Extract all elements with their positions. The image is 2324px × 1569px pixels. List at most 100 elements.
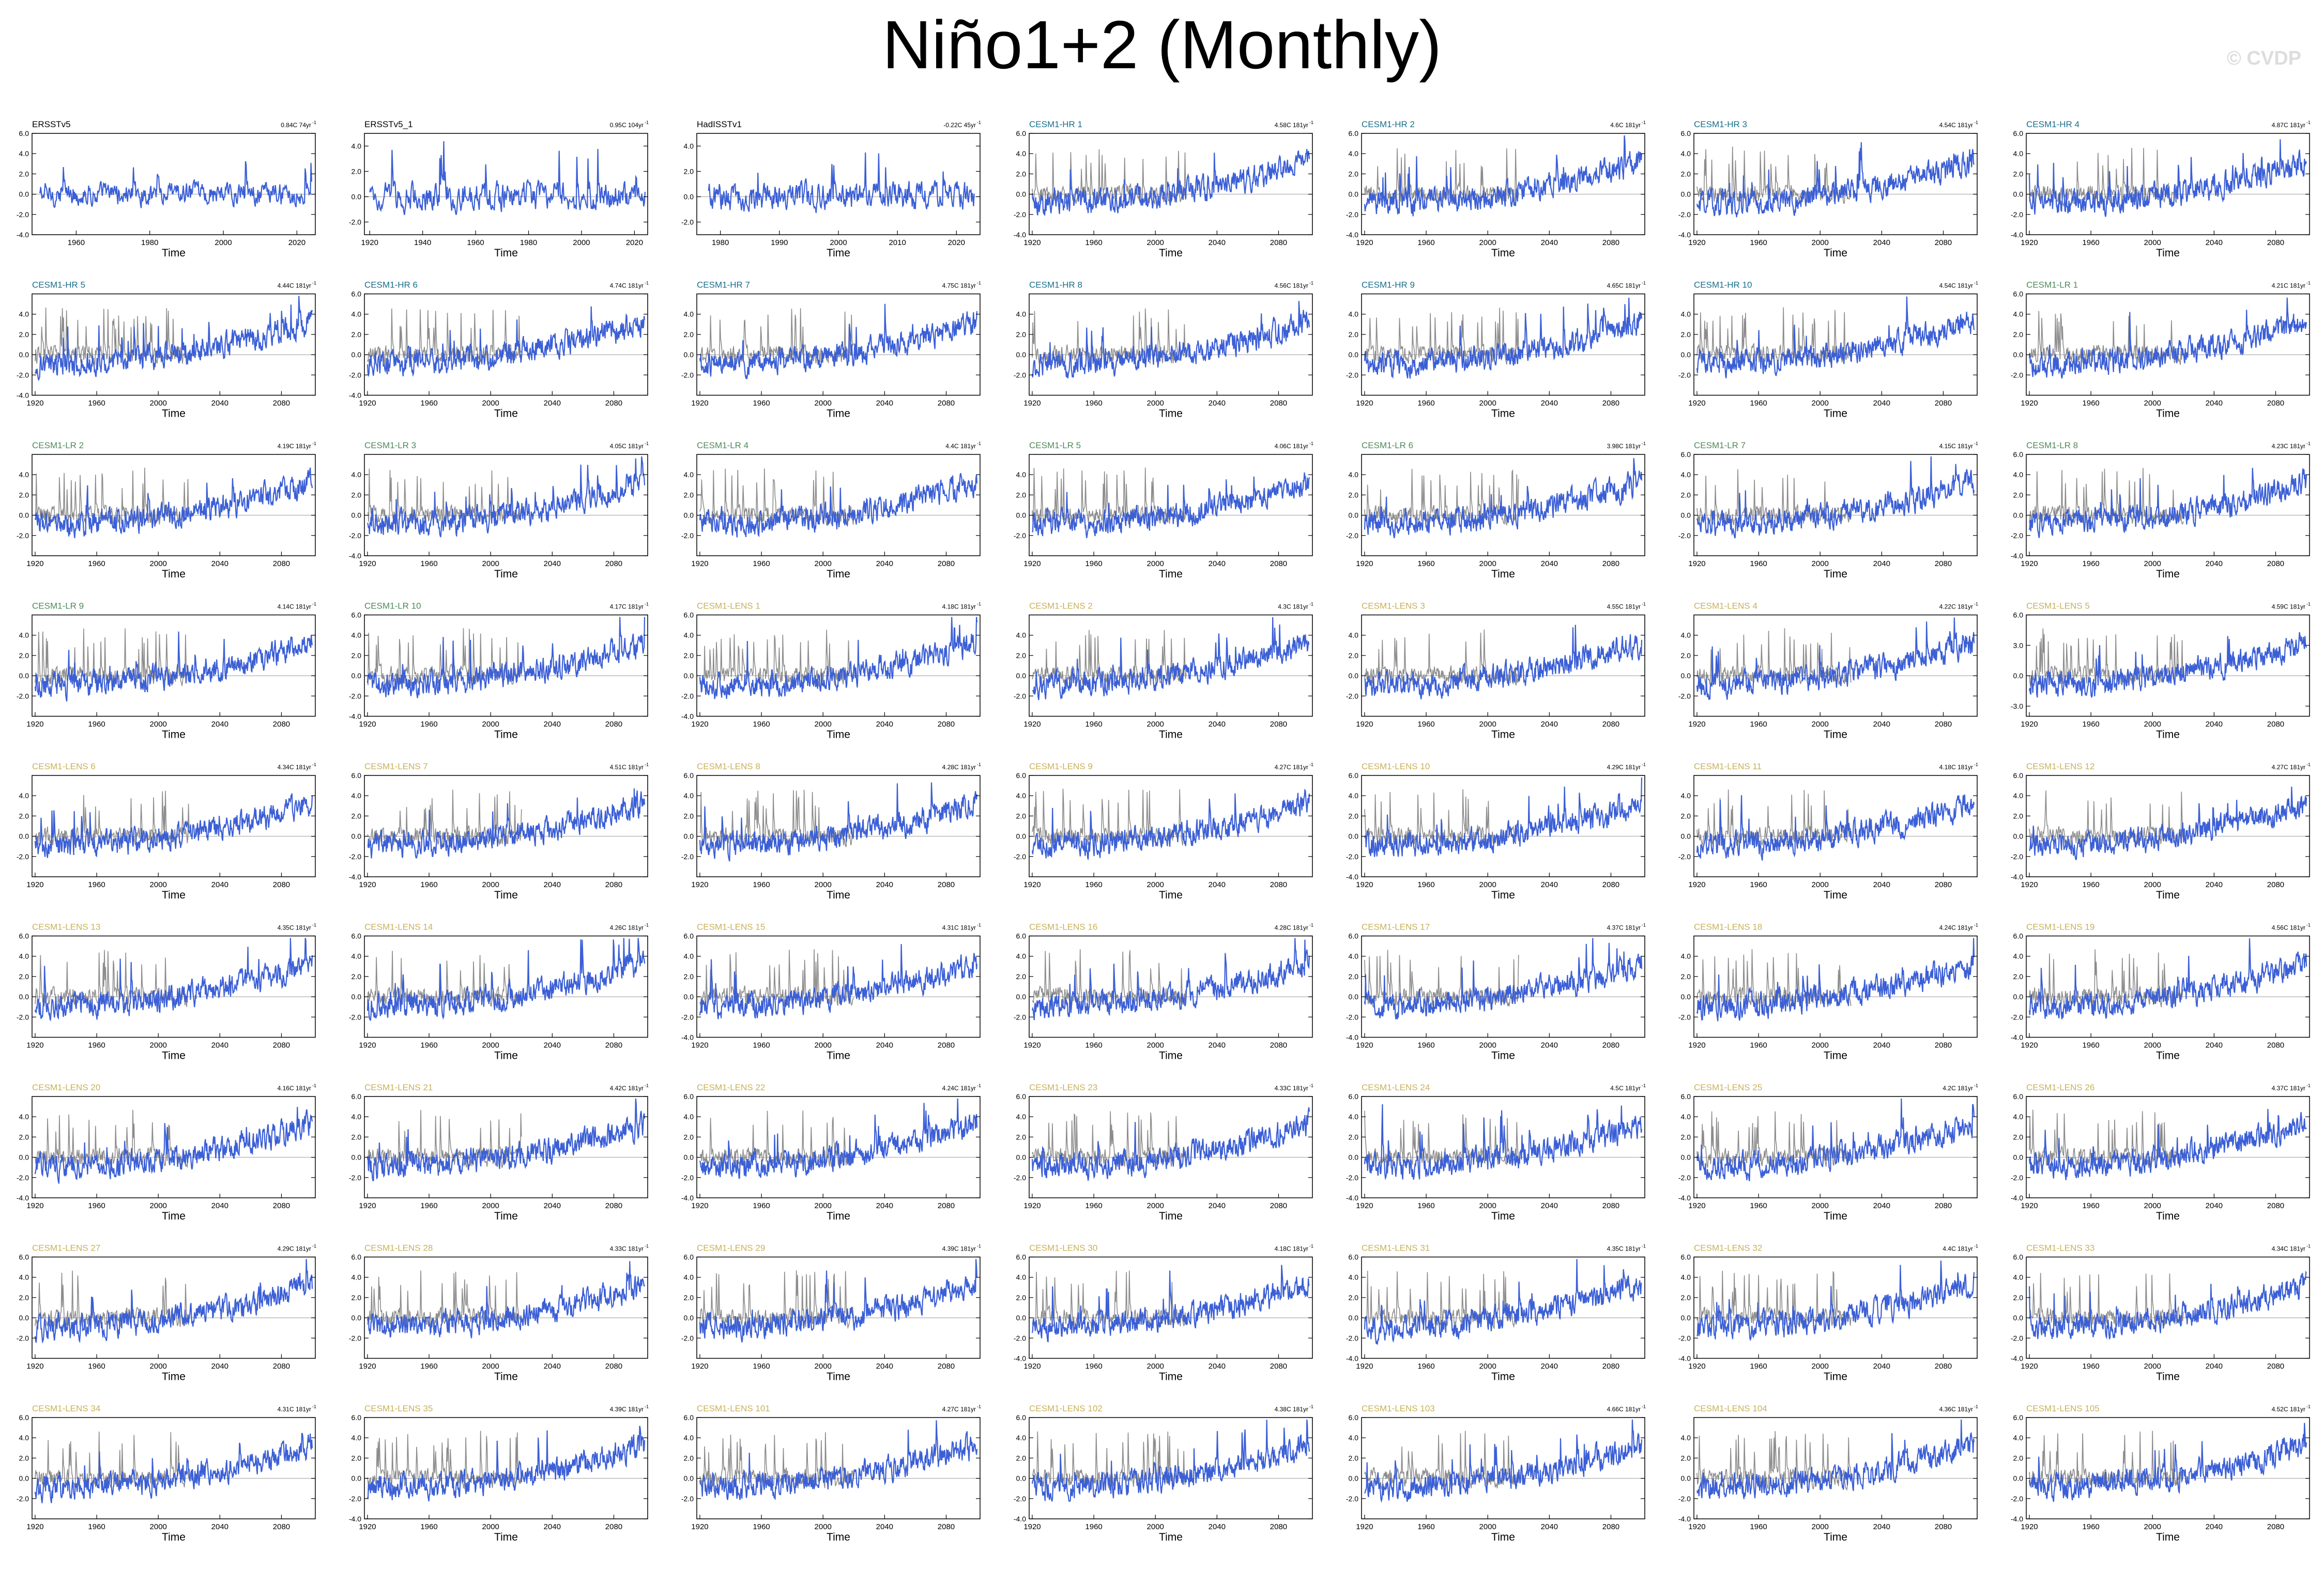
x-tick-label: 1960 [1750, 399, 1767, 408]
x-tick-label: 2000 [1147, 1362, 1164, 1371]
plot-frame [364, 1417, 648, 1519]
y-tick-label: 0.0 [351, 351, 362, 359]
x-tick-label: 2080 [605, 1201, 622, 1210]
x-axis-label: Time [1824, 889, 1847, 901]
plot-frame [1361, 935, 1645, 1038]
x-axis-label: Time [1491, 247, 1515, 259]
x-tick-label: 2080 [605, 1041, 622, 1050]
panel-label: CESM1-HR 4 [2026, 119, 2080, 129]
x-tick-label: 2000 [482, 1201, 499, 1210]
y-tick-label: 4.0 [19, 1273, 29, 1282]
panel-label: CESM1-LR 5 [1029, 440, 1081, 450]
trend-superscript: -1 [312, 281, 316, 286]
trend-superscript: -1 [1642, 281, 1646, 286]
panel: CESM1-LENS 13 4.35C 181yr -1 6.0 4.0 2.0 0.0 -2… [17, 922, 316, 1062]
panel: CESM1-LENS 24 4.5C 181yr -1 6.0 4.0 2.0 0.0 -2.… [1346, 1083, 1646, 1222]
y-tick-label: -2.0 [17, 1495, 29, 1503]
x-tick-label: 2080 [1602, 880, 1619, 889]
y-tick-label: 6.0 [684, 771, 694, 780]
y-tick-label: 0.0 [351, 832, 362, 841]
trend-superscript: -1 [1974, 1404, 1978, 1409]
y-tick-label: 2.0 [1016, 491, 1027, 499]
y-tick-label: -2.0 [349, 218, 361, 226]
x-tick-label: 2000 [815, 880, 832, 889]
trend-label: 4.31C 181yr [942, 924, 976, 932]
observed-series-line [35, 790, 190, 847]
trend-superscript: -1 [1974, 923, 1978, 928]
x-tick-label: 2040 [1541, 1362, 1558, 1371]
y-tick-label: -4.0 [1346, 1354, 1358, 1363]
x-tick-label: 1920 [2021, 720, 2038, 729]
observed-series-line [1696, 469, 1852, 525]
x-tick-label: 2040 [544, 559, 561, 568]
series-line [1696, 456, 1975, 539]
panel-label: CESM1-LENS 3 [1362, 601, 1425, 611]
y-tick-label: -2.0 [1678, 1013, 1691, 1021]
trend-label: 4.18C 181yr [1939, 764, 1973, 771]
y-tick-label: 6.0 [2013, 771, 2024, 780]
y-tick-label: 4.0 [1681, 1273, 1691, 1282]
series-line [1364, 1419, 1643, 1503]
x-tick-label: 1960 [2082, 399, 2099, 408]
trend-superscript: -1 [1974, 762, 1978, 767]
x-tick-label: 2000 [1812, 399, 1829, 408]
panel-label: CESM1-LENS 13 [32, 922, 100, 932]
y-tick-label: 4.0 [1681, 952, 1691, 961]
trend-label: 0.84C 74yr [281, 121, 311, 129]
x-axis-label: Time [494, 568, 518, 580]
x-tick-label: 1960 [1085, 1041, 1102, 1050]
x-tick-label: 1920 [1356, 1522, 1373, 1531]
panel-label: CESM1-LENS 24 [1362, 1083, 1430, 1092]
y-tick-label: 4.0 [19, 1434, 29, 1442]
y-tick-label: -2.0 [349, 531, 361, 540]
panel: CESM1-LENS 12 4.27C 181yr -1 6.0 4.0 2.0 0.0 -2… [2011, 761, 2311, 901]
x-tick-label: 1960 [1417, 559, 1434, 568]
y-tick-label: -2.0 [681, 692, 694, 700]
plot-frame [364, 1096, 648, 1198]
x-tick-label: 2080 [938, 1201, 955, 1210]
y-tick-label: 0.0 [351, 1314, 362, 1322]
panel: CESM1-LR 4 4.4C 181yr -1 4.0 2.0 0.0 -2.0 1920 1… [681, 440, 981, 580]
x-tick-label: 2080 [273, 720, 290, 729]
x-tick-label: 1960 [420, 1201, 437, 1210]
observed-series-line [1032, 949, 1187, 1007]
series-line [1364, 777, 1643, 857]
trend-superscript: -1 [312, 1404, 316, 1409]
panel: CESM1-LENS 103 4.66C 181yr -1 6.0 4.0 2.0 0.0 -… [1346, 1404, 1646, 1543]
y-tick-label: 0.0 [2013, 1153, 2024, 1162]
trend-superscript: -1 [1642, 1404, 1646, 1409]
x-tick-label: 2000 [1147, 1041, 1164, 1050]
series-line [2029, 786, 2307, 860]
observed-series-line [1696, 1271, 1852, 1330]
x-axis-label: Time [827, 1371, 850, 1383]
x-tick-label: 1920 [2021, 399, 2038, 408]
x-tick-label: 2000 [1147, 399, 1164, 408]
x-tick-label: 2080 [2267, 1522, 2284, 1531]
trend-superscript: -1 [1974, 120, 1978, 125]
y-tick-label: 0.0 [19, 511, 29, 520]
y-tick-label: 4.0 [351, 470, 362, 479]
x-tick-label: 1920 [1356, 1362, 1373, 1371]
plot-frame [1029, 935, 1313, 1038]
y-tick-label: 0.0 [19, 832, 29, 841]
plot-frame [32, 133, 316, 235]
x-tick-label: 2000 [150, 1201, 167, 1210]
y-tick-label: 2.0 [2013, 491, 2024, 499]
plot-frame [364, 454, 648, 556]
x-tick-label: 2040 [876, 880, 893, 889]
trend-label: 4.42C 181yr [610, 1085, 644, 1092]
y-tick-label: 4.0 [1016, 470, 1027, 479]
trend-label: 4.58C 181yr [1275, 121, 1308, 129]
y-tick-label: -2.0 [1014, 1013, 1026, 1021]
series-line [2028, 297, 2307, 379]
plot-frame [1693, 454, 1978, 556]
x-tick-label: 2040 [2206, 1362, 2223, 1371]
x-tick-label: 1980 [141, 238, 158, 247]
y-tick-label: 6.0 [1681, 1253, 1691, 1261]
panel: CESM1-LENS 14 4.26C 181yr -1 6.0 4.0 2.0 0.0 -2… [349, 922, 649, 1062]
series-line [34, 1259, 313, 1344]
series-line [699, 303, 978, 379]
x-tick-label: 2040 [544, 1201, 561, 1210]
series-line [1696, 1260, 1975, 1342]
x-tick-label: 2040 [2206, 1041, 2223, 1050]
